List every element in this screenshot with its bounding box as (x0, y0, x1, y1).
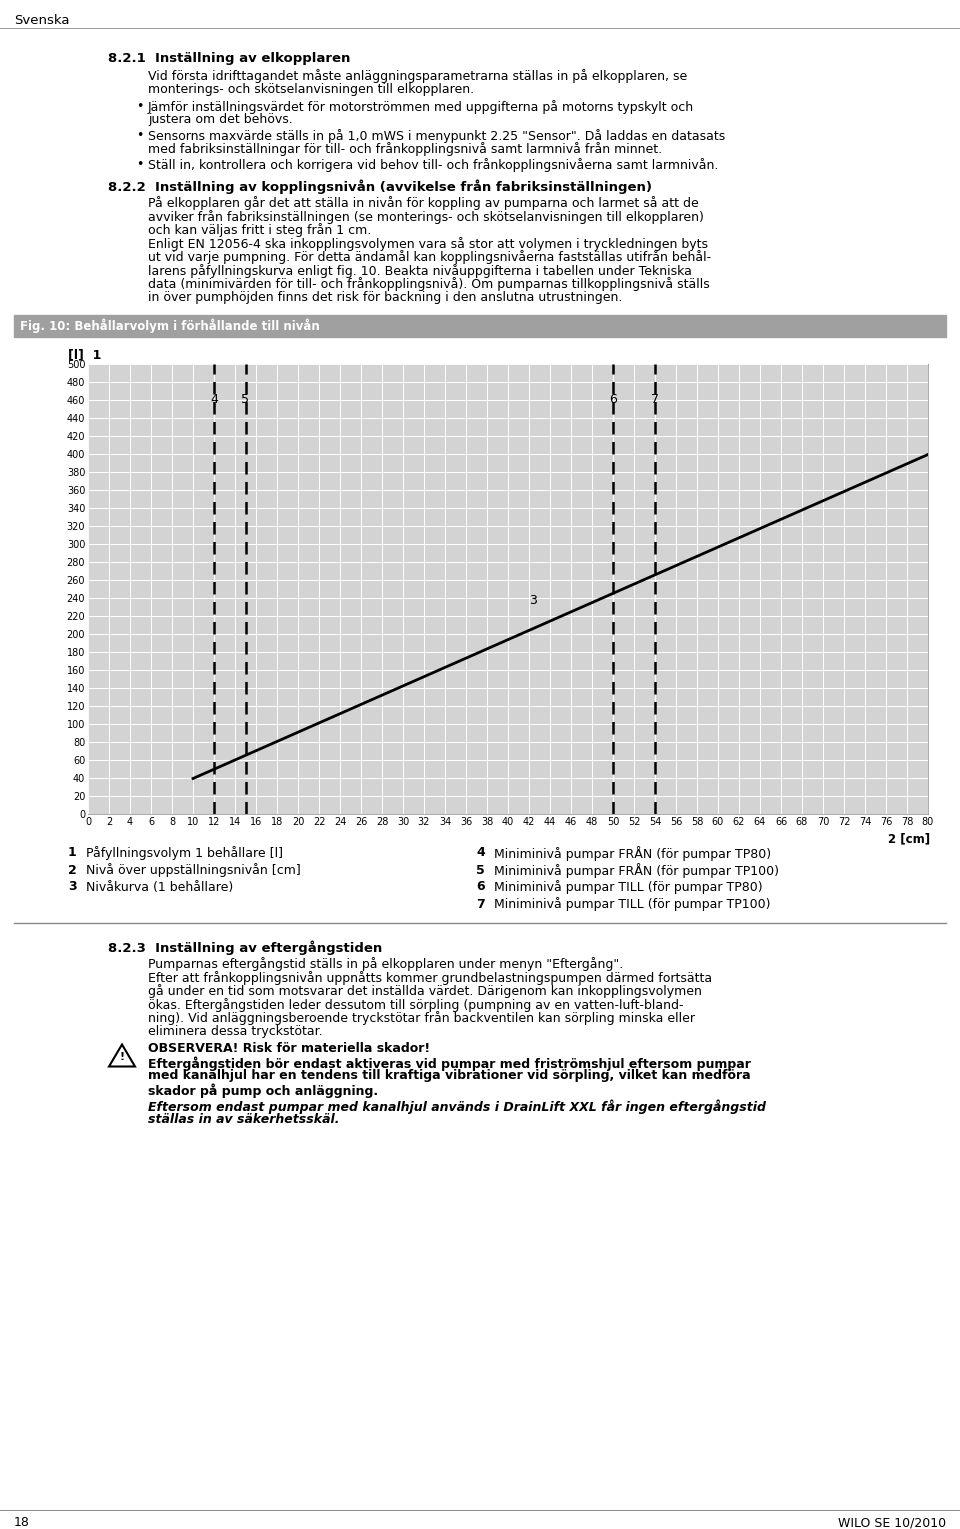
Text: justera om det behövs.: justera om det behövs. (148, 113, 293, 127)
Text: Miniminivå pumpar TILL (för pumpar TP80): Miniminivå pumpar TILL (för pumpar TP80) (494, 881, 762, 894)
Text: ökas. Eftergångstiden leder dessutom till sörpling (pumpning av en vatten-luft-b: ökas. Eftergångstiden leder dessutom til… (148, 998, 684, 1012)
Text: 7: 7 (651, 393, 659, 407)
Text: 1: 1 (68, 847, 77, 859)
Text: 8.2.3  Inställning av eftergångstiden: 8.2.3 Inställning av eftergångstiden (108, 940, 382, 956)
Text: 18: 18 (14, 1515, 30, 1529)
Text: 5: 5 (242, 393, 250, 407)
Text: Nivåkurva (1 behållare): Nivåkurva (1 behållare) (86, 881, 233, 893)
Text: 8.2.2  Inställning av kopplingsnivån (avvikelse från fabriksinställningen): 8.2.2 Inställning av kopplingsnivån (avv… (108, 179, 652, 194)
Text: !: ! (119, 1052, 125, 1061)
Text: 4: 4 (476, 847, 485, 859)
Text: 3: 3 (68, 881, 77, 893)
Text: Miniminivå pumpar TILL (för pumpar TP100): Miniminivå pumpar TILL (för pumpar TP100… (494, 898, 771, 911)
Text: 3: 3 (529, 595, 537, 607)
Text: 2: 2 (68, 864, 77, 876)
Text: Efter att frånkopplingsnivån uppnåtts kommer grundbelastningspumpen därmed forts: Efter att frånkopplingsnivån uppnåtts ko… (148, 971, 712, 985)
Text: ställas in av säkerhetsskäl.: ställas in av säkerhetsskäl. (148, 1113, 340, 1125)
Text: eliminera dessa tryckstötar.: eliminera dessa tryckstötar. (148, 1024, 323, 1038)
Text: 5: 5 (476, 864, 485, 876)
Text: avviker från fabriksinställningen (se monterings- och skötselanvisningen till el: avviker från fabriksinställningen (se mo… (148, 209, 704, 223)
Text: Nivå över uppställningsnivån [cm]: Nivå över uppställningsnivån [cm] (86, 864, 300, 878)
Text: Fig. 10: Behållarvolym i förhållande till nivån: Fig. 10: Behållarvolym i förhållande til… (20, 318, 320, 333)
Text: Enligt EN 12056-4 ska inkopplingsvolymen vara så stor att volymen i tryckledning: Enligt EN 12056-4 ska inkopplingsvolymen… (148, 237, 708, 251)
Text: skador på pump och anläggning.: skador på pump och anläggning. (148, 1083, 378, 1098)
Text: 6: 6 (609, 393, 617, 407)
Text: Svenska: Svenska (14, 14, 69, 28)
Text: Eftergångstiden bör endast aktiveras vid pumpar med friströmshjul eftersom pumpa: Eftergångstiden bör endast aktiveras vid… (148, 1057, 751, 1070)
Text: in över pumphöjden finns det risk för backning i den anslutna utrustningen.: in över pumphöjden finns det risk för ba… (148, 291, 622, 304)
Text: 7: 7 (476, 898, 485, 910)
Text: Sensorns maxvärde ställs in på 1,0 mWS i menypunkt 2.25 "Sensor". Då laddas en d: Sensorns maxvärde ställs in på 1,0 mWS i… (148, 128, 725, 144)
Text: larens påfyllningskurva enligt fig. 10. Beakta nivåuppgifterna i tabellen under : larens påfyllningskurva enligt fig. 10. … (148, 265, 692, 278)
Text: OBSERVERA! Risk för materiella skador!: OBSERVERA! Risk för materiella skador! (148, 1043, 430, 1055)
Text: 2 [cm]: 2 [cm] (888, 832, 930, 846)
Text: 6: 6 (476, 881, 485, 893)
Text: Påfyllningsvolym 1 behållare [l]: Påfyllningsvolym 1 behållare [l] (86, 847, 283, 861)
Text: •: • (136, 157, 143, 171)
Text: monterings- och skötselanvisningen till elkopplaren.: monterings- och skötselanvisningen till … (148, 83, 474, 95)
Text: Jämför inställningsvärdet för motorströmmen med uppgifterna på motorns typskylt : Jämför inställningsvärdet för motorström… (148, 99, 694, 115)
Text: Ställ in, kontrollera och korrigera vid behov till- och frånkopplingsnivåerna sa: Ställ in, kontrollera och korrigera vid … (148, 157, 718, 171)
Text: 8.2.1  Inställning av elkopplaren: 8.2.1 Inställning av elkopplaren (108, 52, 350, 66)
Text: 4: 4 (210, 393, 218, 407)
Text: •: • (136, 99, 143, 113)
Text: Eftersom endast pumpar med kanalhjul används i DrainLift XXL får ingen eftergång: Eftersom endast pumpar med kanalhjul anv… (148, 1099, 766, 1115)
Text: ut vid varje pumpning. För detta ändamål kan kopplingsnivåerna fastställas utifr: ut vid varje pumpning. För detta ändamål… (148, 251, 711, 265)
Text: data (minimivärden för till- och frånkopplingsnivå). Om pumparnas tillkopplingsn: data (minimivärden för till- och frånkop… (148, 277, 709, 292)
Text: och kan väljas fritt i steg från 1 cm.: och kan väljas fritt i steg från 1 cm. (148, 223, 372, 237)
Text: gå under en tid som motsvarar det inställda värdet. Därigenom kan inkopplingsvol: gå under en tid som motsvarar det instäl… (148, 985, 702, 998)
Text: med fabriksinställningar för till- och frånkopplingsnivå samt larmnivå från minn: med fabriksinställningar för till- och f… (148, 142, 662, 156)
Text: Pumparnas eftergångstid ställs in på elkopplaren under menyn "Eftergång".: Pumparnas eftergångstid ställs in på elk… (148, 957, 623, 971)
Text: Miniminivå pumpar FRÅN (för pumpar TP80): Miniminivå pumpar FRÅN (för pumpar TP80) (494, 847, 771, 861)
Text: [l]  1: [l] 1 (68, 349, 102, 361)
Text: •: • (136, 128, 143, 142)
Text: med kanalhjul har en tendens till kraftiga vibrationer vid sörpling, vilket kan : med kanalhjul har en tendens till krafti… (148, 1069, 751, 1083)
Text: Miniminivå pumpar FRÅN (för pumpar TP100): Miniminivå pumpar FRÅN (för pumpar TP100… (494, 864, 779, 879)
Text: Vid första idrifttagandet måste anläggningsparametrarna ställas in på elkopplare: Vid första idrifttagandet måste anläggni… (148, 69, 687, 83)
Bar (14, 315, 946, 336)
Text: WILO SE 10/2010: WILO SE 10/2010 (838, 1515, 946, 1529)
Text: ning). Vid anläggningsberoende tryckstötar från backventilen kan sörpling minska: ning). Vid anläggningsberoende tryckstöt… (148, 1012, 695, 1026)
Text: På elkopplaren går det att ställa in nivån för koppling av pumparna och larmet s: På elkopplaren går det att ställa in niv… (148, 197, 699, 211)
